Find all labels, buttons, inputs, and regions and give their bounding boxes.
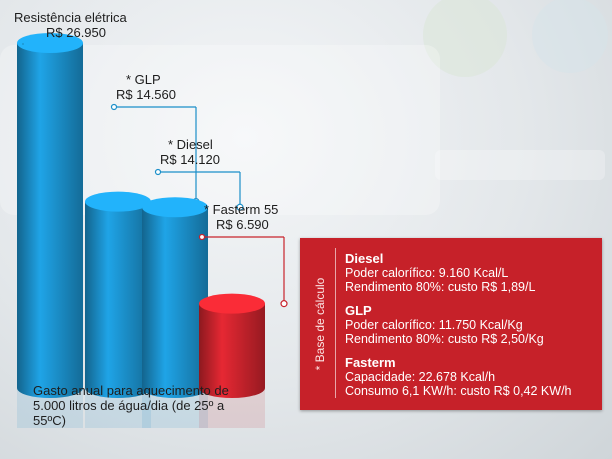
value-label: R$ 6.590 xyxy=(216,217,269,232)
bar-2 xyxy=(142,197,208,428)
bar-top xyxy=(17,33,83,53)
block-title: Fasterm xyxy=(345,355,396,370)
label-glp: * GLP R$ 14.560 xyxy=(116,72,176,102)
label-resistencia: Resistência elétrica R$ 26.950 xyxy=(14,10,127,40)
divider xyxy=(335,248,336,398)
leader-dot xyxy=(280,300,288,308)
category-label: * Diesel xyxy=(168,137,213,152)
calculation-basis-box: * Base de cálculo Diesel Poder calorífic… xyxy=(300,238,602,410)
bar-body xyxy=(17,43,83,398)
block-fasterm: Fasterm Capacidade: 22.678 Kcal/h Consum… xyxy=(345,355,572,399)
block-line: Rendimento 80%: custo R$ 1,89/L xyxy=(345,280,536,294)
block-line: Capacidade: 22.678 Kcal/h xyxy=(345,370,496,384)
leader-dot xyxy=(198,233,206,241)
value-label: R$ 14.120 xyxy=(160,152,220,167)
bar-top xyxy=(199,293,265,314)
label-fasterm: * Fasterm 55 R$ 6.590 xyxy=(204,202,278,232)
bar-body xyxy=(199,303,265,398)
value-label: R$ 26.950 xyxy=(46,25,106,40)
block-title: Diesel xyxy=(345,251,384,266)
bar-3 xyxy=(199,293,265,428)
block-line: Consumo 6,1 KW/h: custo R$ 0,42 KW/h xyxy=(345,384,572,398)
block-glp: GLP Poder calorífico: 11.750 Kcal/Kg Ren… xyxy=(345,303,544,347)
bar-top xyxy=(85,191,151,212)
bar-body xyxy=(85,201,151,398)
side-label: * Base de cálculo xyxy=(313,277,327,371)
block-diesel: Diesel Poder calorífico: 9.160 Kcal/L Re… xyxy=(345,251,536,295)
value-label: R$ 14.560 xyxy=(116,87,176,102)
category-label: * GLP xyxy=(126,72,161,87)
chart-caption: Gasto anual para aquecimento de 5.000 li… xyxy=(33,383,229,428)
block-line: Poder calorífico: 9.160 Kcal/L xyxy=(345,266,509,280)
bar-body xyxy=(142,207,208,398)
label-diesel: * Diesel R$ 14.120 xyxy=(160,137,220,167)
category-label: * Fasterm 55 xyxy=(204,202,279,217)
leader-dot xyxy=(154,168,162,176)
leader-dot xyxy=(236,203,244,211)
bar-1 xyxy=(85,191,151,428)
bar-top xyxy=(142,197,208,218)
block-line: Rendimento 80%: custo R$ 2,50/Kg xyxy=(345,332,544,346)
block-line: Poder calorífico: 11.750 Kcal/Kg xyxy=(345,318,523,332)
category-label: Resistência elétrica xyxy=(14,10,127,25)
bar-0 xyxy=(17,33,83,428)
leader-dot xyxy=(110,103,118,111)
block-title: GLP xyxy=(345,303,372,318)
